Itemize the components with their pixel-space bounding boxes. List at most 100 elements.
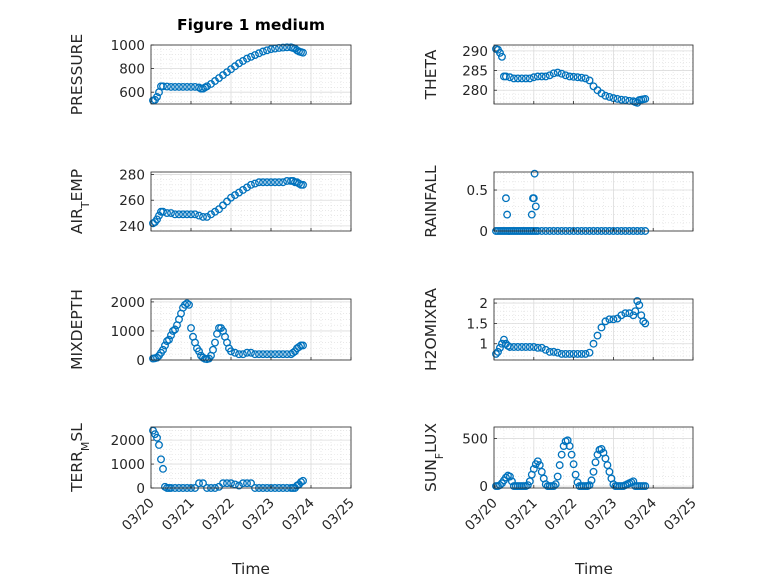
subplot-pressure: 600 800 1000 PRESSURE	[68, 34, 352, 115]
data-point	[153, 433, 161, 442]
y-tick-label: 1000	[111, 324, 145, 340]
data-point	[243, 479, 251, 488]
data-point	[555, 461, 564, 470]
data-point	[577, 73, 586, 82]
data-point	[597, 89, 606, 98]
data-point	[529, 73, 538, 82]
data-point	[235, 350, 243, 359]
data-point	[163, 337, 171, 346]
data-point	[507, 477, 516, 486]
data-point	[605, 92, 614, 101]
data-point	[553, 348, 562, 357]
subplot-theta: 280 285 290 THETA	[422, 44, 694, 107]
data-point	[537, 72, 546, 81]
data-point	[211, 207, 219, 216]
data-point	[239, 350, 247, 359]
data-point	[235, 59, 243, 68]
data-point	[553, 68, 562, 77]
data-point	[545, 71, 554, 80]
data-point	[621, 96, 630, 105]
y-tick-label: 800	[119, 62, 145, 78]
data-point	[183, 210, 191, 219]
data-point	[299, 341, 307, 350]
data-point	[155, 440, 163, 449]
data-point	[279, 43, 287, 52]
axes-box	[150, 426, 352, 489]
data-point	[267, 178, 275, 187]
data-point	[195, 479, 203, 488]
data-point	[641, 482, 650, 491]
data-point	[247, 348, 255, 357]
data-point	[259, 178, 267, 187]
y-tick-label: 0	[479, 479, 488, 495]
data-point	[581, 349, 590, 358]
data-point	[601, 317, 610, 326]
y-tick-label: 280	[119, 168, 145, 184]
y-tick-label: 290	[462, 44, 488, 60]
data-point	[231, 191, 239, 200]
y-tick-label: 0	[479, 224, 488, 240]
data-point	[525, 74, 534, 83]
data-point	[533, 72, 542, 81]
data-point	[498, 52, 506, 61]
data-point	[531, 202, 540, 211]
y-tick-label: 240	[119, 219, 145, 235]
data-point	[295, 342, 303, 351]
data-point	[639, 317, 648, 326]
data-point	[159, 207, 167, 216]
data-point	[527, 210, 536, 219]
data-point	[179, 82, 187, 91]
data-point	[223, 479, 231, 488]
data-point	[529, 464, 538, 473]
data-markers	[492, 44, 650, 107]
data-point	[589, 82, 598, 91]
y-axis-label: H2OMIXRA	[422, 288, 440, 371]
data-point	[159, 464, 167, 473]
data-point	[533, 457, 542, 466]
y-axis-label: THETA	[422, 49, 440, 100]
y-axis-label: TERRMSL	[68, 423, 92, 493]
data-point	[195, 347, 203, 356]
data-point	[501, 72, 510, 81]
data-point	[263, 46, 271, 55]
data-point	[159, 82, 167, 91]
axes-box	[493, 44, 694, 105]
data-point	[496, 48, 504, 57]
data-point	[537, 343, 546, 352]
data-point	[275, 178, 283, 187]
subplot-rainfall: 0 0.5 RAINFALL	[422, 165, 694, 240]
data-point	[597, 323, 606, 332]
data-point	[621, 309, 630, 318]
data-point	[601, 91, 610, 100]
data-point	[567, 450, 576, 459]
axes-box	[493, 298, 694, 361]
data-point	[523, 481, 532, 490]
data-point	[179, 210, 187, 219]
data-markers	[149, 299, 307, 364]
data-point	[501, 194, 510, 203]
data-point	[167, 331, 175, 340]
data-point	[635, 301, 644, 310]
data-point	[235, 188, 243, 197]
figure-title: Figure 1 medium	[177, 16, 325, 34]
data-point	[561, 71, 570, 80]
data-point	[207, 210, 215, 219]
y-tick-label: 500	[462, 431, 488, 447]
data-point	[187, 82, 195, 91]
data-point	[251, 350, 259, 359]
data-point	[163, 82, 171, 91]
data-point	[613, 94, 622, 103]
axes-box	[150, 44, 352, 105]
data-point	[553, 472, 562, 481]
data-point	[571, 470, 580, 479]
data-point	[251, 51, 259, 59]
data-point	[243, 54, 251, 63]
data-point	[549, 69, 558, 78]
data-point	[517, 74, 526, 83]
data-point	[597, 444, 606, 453]
y-tick-label: 600	[119, 85, 145, 101]
data-point	[251, 179, 259, 188]
data-point	[271, 178, 279, 187]
data-point	[239, 186, 247, 194]
data-point	[569, 72, 578, 81]
